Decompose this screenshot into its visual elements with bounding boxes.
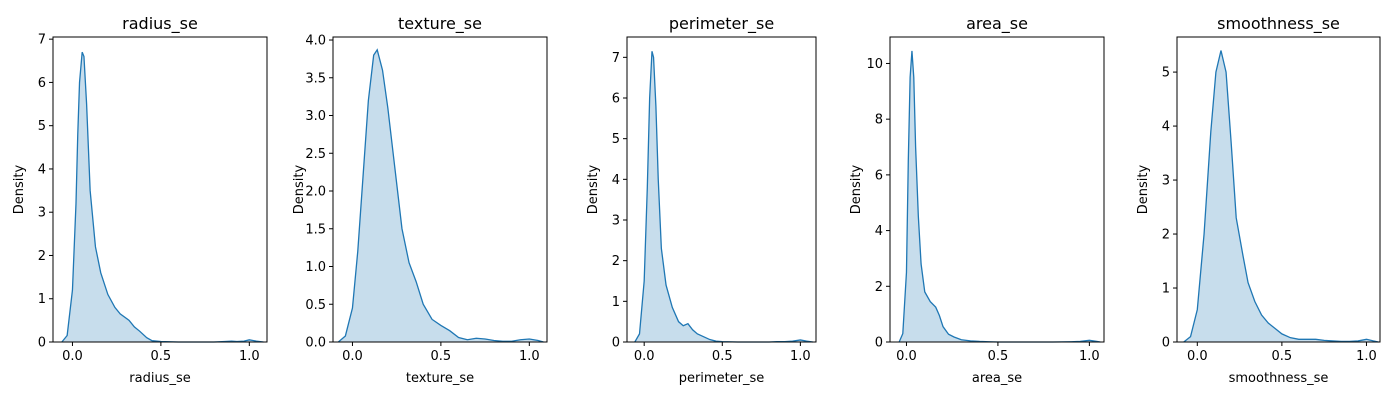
y-tick-label: 0 xyxy=(612,336,620,351)
y-tick-label: 1.0 xyxy=(305,260,326,275)
y-tick-label: 6 xyxy=(612,92,620,107)
y-tick-label: 1 xyxy=(38,292,46,307)
density-fill xyxy=(338,49,544,342)
y-tick-label: 6 xyxy=(875,168,883,183)
y-axis-label: Density xyxy=(586,164,601,214)
x-tick-label: 0.5 xyxy=(151,349,172,364)
axes-frame xyxy=(1176,36,1381,343)
y-tick-label: 3.0 xyxy=(305,109,326,124)
kde-panel-area_se: 0.0 0.5 1.0 0 2 4 6 8 10 area_se area_se Density xyxy=(849,14,1105,386)
y-tick-label: 7 xyxy=(612,51,620,66)
y-tick-label: 2 xyxy=(612,254,620,269)
density-line xyxy=(1183,50,1379,343)
x-tick-label: 1.0 xyxy=(1356,349,1377,364)
y-tick-label: 2.0 xyxy=(305,185,326,200)
y-tick-label: 1 xyxy=(612,295,620,310)
x-tick-label: 1.0 xyxy=(1079,349,1100,364)
axes-frame xyxy=(52,36,268,343)
y-tick-label: 0 xyxy=(1162,336,1170,351)
y-tick-label: 2 xyxy=(38,249,46,264)
y-tick-label: 0.0 xyxy=(305,336,326,351)
y-tick-label: 3 xyxy=(612,214,620,229)
x-tick-label: 1.0 xyxy=(519,349,540,364)
y-tick-label: 3 xyxy=(1162,174,1170,189)
y-tick-label: 4 xyxy=(38,162,46,177)
y-tick-label: 4 xyxy=(875,224,883,239)
y-tick-label: 5 xyxy=(38,119,46,134)
y-tick-label: 4.0 xyxy=(305,34,326,49)
y-tick-label: 2 xyxy=(875,280,883,295)
y-tick-label: 4 xyxy=(612,173,620,188)
x-tick-label: 0.5 xyxy=(988,349,1009,364)
x-tick-label: 0.0 xyxy=(62,349,83,364)
density-fill xyxy=(61,52,264,342)
density-line xyxy=(61,51,264,343)
panel-title: smoothness_se xyxy=(1217,14,1340,34)
y-tick-label: 0 xyxy=(38,336,46,351)
y-tick-label: 3 xyxy=(38,206,46,221)
y-tick-label: 5 xyxy=(1162,66,1170,81)
y-tick-label: 5 xyxy=(612,132,620,147)
x-tick-label: 0.5 xyxy=(431,349,452,364)
y-tick-label: 8 xyxy=(875,113,883,128)
y-tick-label: 0 xyxy=(875,336,883,351)
density-fill xyxy=(1183,50,1379,342)
x-tick-label: 0.5 xyxy=(712,349,733,364)
panel-title: radius_se xyxy=(122,14,198,34)
density-line xyxy=(337,48,544,343)
panel-title: texture_se xyxy=(398,14,482,34)
y-axis-label: Density xyxy=(1136,164,1151,214)
y-tick-label: 2.5 xyxy=(305,147,326,162)
density-fill xyxy=(899,50,1101,343)
y-tick-label: 2 xyxy=(1162,228,1170,243)
kde-panel-perimeter_se: 0.0 0.5 1.0 0 1 2 3 4 5 6 7 perimeter_se perimeter_s… xyxy=(586,14,817,386)
kde-panel-texture_se: 0.0 0.5 1.0 0.0 0.5 1.0 1.5 2.0 2.5 3.0 3.5 4.0 text… xyxy=(292,14,548,386)
x-axis-label: area_se xyxy=(972,371,1022,386)
y-tick-label: 10 xyxy=(866,57,883,72)
x-axis-label: texture_se xyxy=(406,371,474,386)
x-tick-label: 0.0 xyxy=(634,349,655,364)
y-axis-label: Density xyxy=(292,164,307,214)
axes-frame xyxy=(332,36,548,343)
x-axis-label: perimeter_se xyxy=(679,371,765,386)
y-tick-label: 0.5 xyxy=(305,298,326,313)
axes-frame xyxy=(626,36,817,343)
kde-panel-radius_se: 0.0 0.5 1.0 0 1 2 3 4 5 6 7 radius_se radius_se Densi… xyxy=(12,14,268,386)
axes-frame xyxy=(889,36,1105,343)
x-axis-label: radius_se xyxy=(129,371,190,386)
panel-title: area_se xyxy=(966,14,1028,34)
x-tick-label: 0.5 xyxy=(1272,349,1293,364)
y-tick-label: 6 xyxy=(38,76,46,91)
y-tick-label: 4 xyxy=(1162,120,1170,135)
density-fill xyxy=(634,51,813,342)
y-tick-label: 1.5 xyxy=(305,222,326,237)
density-line xyxy=(898,50,1101,343)
kde-panel-smoothness_se: 0.0 0.5 1.0 0 1 2 3 4 5 smoothness_se smoothness_s… xyxy=(1136,14,1381,386)
y-tick-label: 1 xyxy=(1162,282,1170,297)
panel-title: perimeter_se xyxy=(669,14,774,34)
y-axis-label: Density xyxy=(12,164,27,214)
y-axis-label: Density xyxy=(849,164,864,214)
y-tick-label: 3.5 xyxy=(305,71,326,86)
x-tick-label: 0.0 xyxy=(342,349,363,364)
x-tick-label: 0.0 xyxy=(1187,349,1208,364)
x-tick-label: 0.0 xyxy=(896,349,917,364)
x-tick-label: 1.0 xyxy=(790,349,811,364)
y-tick-label: 7 xyxy=(38,33,46,48)
x-axis-label: smoothness_se xyxy=(1229,371,1329,386)
x-tick-label: 1.0 xyxy=(239,349,260,364)
